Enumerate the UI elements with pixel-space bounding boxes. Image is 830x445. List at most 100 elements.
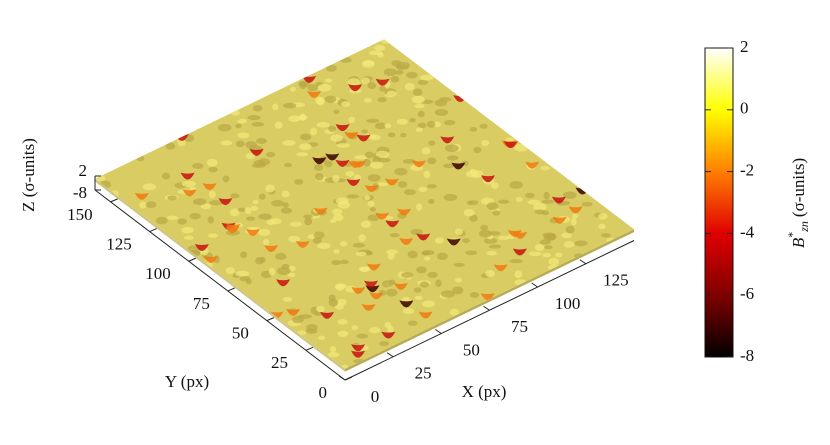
surface-bump bbox=[136, 155, 145, 162]
surface-bump bbox=[330, 345, 337, 353]
surface-bump bbox=[145, 201, 157, 209]
surface-bump bbox=[364, 151, 374, 159]
surface-dip bbox=[507, 229, 522, 237]
surface-bump bbox=[230, 110, 241, 116]
surface-bump bbox=[395, 69, 404, 75]
surface-bump bbox=[542, 252, 551, 258]
surface-bump bbox=[509, 259, 523, 264]
surface-bump bbox=[453, 262, 465, 267]
surface bbox=[95, 39, 634, 372]
y-tick-label: 50 bbox=[232, 324, 249, 343]
surface-bump bbox=[534, 244, 545, 252]
surface-bump bbox=[333, 249, 340, 255]
surface-side bbox=[345, 229, 634, 372]
surface-bump bbox=[259, 193, 266, 200]
surface-bump bbox=[562, 191, 577, 199]
surface-bump bbox=[598, 223, 606, 230]
surface-bump bbox=[377, 182, 389, 187]
y-axis-label: Y (px) bbox=[165, 372, 209, 391]
x-tick bbox=[338, 375, 346, 381]
surface-bump bbox=[486, 250, 498, 256]
surface-bump bbox=[358, 234, 366, 242]
surface-bump bbox=[155, 216, 168, 225]
surface-bump bbox=[282, 202, 289, 208]
surface-bump bbox=[177, 218, 187, 225]
surface-bump bbox=[225, 266, 235, 275]
surface-bump bbox=[413, 287, 422, 293]
surface-bump bbox=[316, 305, 325, 313]
colorbar-tick-label: -4 bbox=[740, 222, 755, 241]
surface-bump bbox=[481, 139, 490, 147]
surface-bump bbox=[313, 311, 323, 316]
surface-bump bbox=[245, 216, 256, 221]
surface-bump bbox=[142, 183, 156, 191]
surface-bump bbox=[345, 170, 355, 177]
surface-bump bbox=[348, 116, 356, 124]
surface-bump bbox=[434, 99, 448, 107]
surface-bump bbox=[514, 143, 528, 152]
surface-bump bbox=[328, 125, 337, 132]
surface-bump bbox=[380, 39, 391, 44]
surface-bump bbox=[417, 122, 427, 129]
surface-bump bbox=[480, 224, 489, 231]
x-tick-label: 75 bbox=[511, 317, 528, 336]
surface-bump bbox=[492, 210, 501, 216]
surface-dip bbox=[202, 183, 217, 191]
x-tick bbox=[579, 259, 587, 265]
y-axis bbox=[94, 189, 346, 381]
surface-bump bbox=[441, 290, 455, 298]
surface-dip bbox=[369, 292, 384, 300]
surface-bump bbox=[306, 323, 318, 332]
surface-bump bbox=[345, 285, 357, 293]
surface-bump bbox=[289, 86, 296, 92]
surface-bump bbox=[314, 164, 324, 171]
surface-bump bbox=[514, 270, 523, 279]
surface-bump bbox=[427, 157, 437, 165]
y-tick-label: 150 bbox=[67, 205, 93, 224]
surface-bump bbox=[330, 134, 343, 142]
x-tick-label: 100 bbox=[555, 294, 581, 313]
surface-dip bbox=[375, 78, 390, 86]
surface-bump bbox=[271, 200, 284, 207]
surface-bump bbox=[282, 297, 293, 303]
surface-bump bbox=[299, 133, 312, 141]
surface-bump bbox=[465, 170, 479, 178]
surface-bump bbox=[313, 231, 325, 239]
surface-bump bbox=[534, 209, 546, 215]
surface-dip bbox=[344, 131, 359, 139]
surface-bump bbox=[488, 244, 502, 249]
surface-bump bbox=[337, 319, 348, 325]
surface-bump bbox=[403, 189, 416, 196]
surface-texture bbox=[95, 39, 616, 369]
surface-bump bbox=[328, 294, 336, 302]
x-tick bbox=[386, 352, 394, 358]
surface-bump bbox=[543, 191, 550, 200]
surface-bump bbox=[361, 129, 369, 134]
surface-dip bbox=[203, 255, 218, 263]
surface-bump bbox=[469, 126, 478, 132]
surface-bump bbox=[245, 152, 256, 160]
surface-bump bbox=[167, 195, 177, 201]
surface-bump bbox=[375, 150, 390, 159]
surface-bump bbox=[369, 327, 381, 334]
x-tick-label: 125 bbox=[603, 271, 629, 290]
z-axis-label: Z (σ-units) bbox=[19, 138, 38, 212]
surface-bump bbox=[318, 335, 326, 340]
surface-dip bbox=[246, 228, 261, 236]
surface-dip bbox=[551, 196, 566, 204]
surface-bump bbox=[367, 214, 380, 222]
surface-bump bbox=[479, 123, 488, 129]
surface-bump bbox=[294, 179, 304, 185]
surface-bump bbox=[381, 280, 394, 288]
surface-bump bbox=[324, 95, 337, 103]
surface-bump bbox=[208, 166, 218, 173]
x-tick bbox=[435, 329, 442, 334]
surface-bump bbox=[379, 85, 387, 92]
surface-bump bbox=[410, 228, 423, 236]
surface-bump bbox=[339, 57, 352, 63]
surface-bump bbox=[435, 279, 442, 288]
surface-dip bbox=[180, 172, 195, 180]
surface-bump bbox=[426, 120, 436, 128]
surface-dip bbox=[335, 159, 350, 167]
surface-bump bbox=[291, 315, 304, 324]
